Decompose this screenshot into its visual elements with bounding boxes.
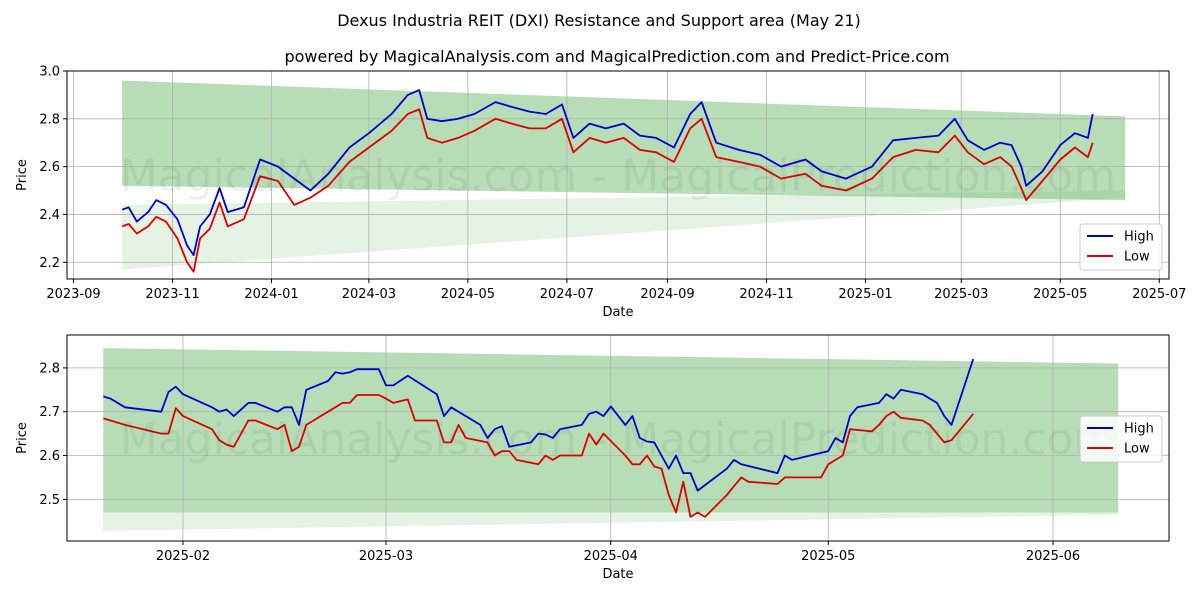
series-line-low — [121, 108, 1094, 273]
x-axis-title: Date — [602, 305, 633, 320]
x-tick-label: 2025-03 — [359, 549, 413, 564]
legend: High Low — [1079, 415, 1163, 463]
y-tick-label: 2.4 — [39, 208, 60, 223]
x-tick-label: 2025-03 — [934, 287, 988, 302]
plot-frame — [66, 334, 1170, 542]
x-tick-label: 2025-05 — [1033, 287, 1087, 302]
x-tick-label: 2023-09 — [46, 287, 100, 302]
x-tick-label: 2024-05 — [441, 287, 495, 302]
x-tick-label: 2024-03 — [342, 287, 396, 302]
chart-subtitle: powered by MagicalAnalysis.com and Magic… — [284, 47, 949, 66]
y-axis-title: Price — [15, 422, 30, 454]
y-tick-label: 2.6 — [39, 160, 60, 175]
watermark: MagicalAnalysis.com - MagicalPrediction.… — [120, 151, 1117, 202]
legend-label-high: High — [1124, 230, 1154, 245]
y-tick-label: 2.8 — [39, 112, 60, 127]
y-tick-label: 2.2 — [39, 256, 60, 271]
x-tick-label: 2025-06 — [1026, 549, 1080, 564]
x-tick-label: 2025-07 — [1132, 287, 1186, 302]
band-light — [122, 190, 1126, 270]
y-tick-label: 2.7 — [39, 405, 60, 420]
legend-label-low: Low — [1124, 442, 1150, 457]
x-tick-label: 2025-04 — [584, 549, 638, 564]
legend-label-low: Low — [1124, 250, 1150, 265]
y-tick-label: 2.8 — [39, 361, 60, 376]
series-line-low — [103, 394, 974, 518]
x-tick-label: 2024-09 — [640, 287, 694, 302]
series-line-high — [121, 89, 1094, 256]
legend-label-high: High — [1124, 422, 1154, 437]
y-tick-label: 2.6 — [39, 449, 60, 464]
series-line-high — [103, 358, 975, 492]
detail-panel: MagicalAnalysis.com - MagicalPrediction.… — [15, 334, 1170, 582]
band-dark — [122, 80, 1126, 201]
chart-title: Dexus Industria REIT (DXI) Resistance an… — [337, 11, 861, 30]
x-tick-label: 2023-11 — [145, 287, 199, 302]
y-tick-label: 2.5 — [39, 493, 60, 508]
x-tick-label: 2025-05 — [801, 549, 855, 564]
x-tick-label: 2024-11 — [739, 287, 793, 302]
legend: High Low — [1079, 223, 1163, 271]
y-tick-label: 3.0 — [39, 65, 60, 80]
x-tick-label: 2024-07 — [540, 287, 594, 302]
plot-frame — [66, 70, 1170, 280]
x-axis-title: Date — [602, 567, 633, 582]
overview-panel: MagicalAnalysis.com - MagicalPrediction.… — [15, 65, 1186, 321]
x-tick-label: 2025-02 — [156, 549, 210, 564]
x-tick-label: 2024-01 — [244, 287, 298, 302]
watermark: MagicalAnalysis.com - MagicalPrediction.… — [120, 414, 1117, 465]
x-tick-label: 2025-01 — [838, 287, 892, 302]
y-axis-title: Price — [15, 159, 30, 191]
